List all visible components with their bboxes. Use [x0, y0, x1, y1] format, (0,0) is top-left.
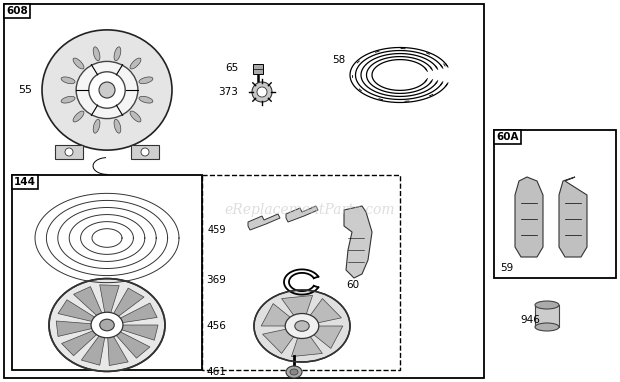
- Ellipse shape: [73, 111, 84, 122]
- Polygon shape: [291, 333, 322, 357]
- Ellipse shape: [93, 119, 100, 133]
- Circle shape: [65, 148, 73, 156]
- Polygon shape: [248, 214, 280, 230]
- Circle shape: [252, 82, 272, 102]
- Polygon shape: [281, 295, 312, 319]
- Polygon shape: [119, 303, 157, 323]
- Polygon shape: [559, 177, 587, 257]
- Text: 369: 369: [206, 275, 226, 285]
- Bar: [4, 4, 484, 378]
- Ellipse shape: [61, 96, 75, 103]
- Text: 608: 608: [6, 6, 28, 16]
- Ellipse shape: [294, 321, 309, 331]
- Ellipse shape: [114, 119, 121, 133]
- Ellipse shape: [61, 77, 75, 84]
- Ellipse shape: [76, 62, 138, 118]
- Polygon shape: [515, 177, 543, 257]
- Ellipse shape: [139, 77, 153, 84]
- Text: 60A: 60A: [496, 132, 518, 142]
- Text: 58: 58: [332, 55, 345, 65]
- Text: 373: 373: [218, 87, 238, 97]
- Circle shape: [99, 82, 115, 98]
- Polygon shape: [61, 330, 97, 356]
- Ellipse shape: [49, 278, 165, 371]
- Text: 461: 461: [206, 367, 226, 377]
- Circle shape: [141, 148, 149, 156]
- Ellipse shape: [91, 312, 123, 338]
- Bar: [494, 130, 616, 278]
- Polygon shape: [311, 326, 343, 348]
- Ellipse shape: [285, 314, 319, 338]
- Text: 60: 60: [346, 280, 359, 290]
- Polygon shape: [100, 285, 119, 314]
- Ellipse shape: [139, 96, 153, 103]
- Ellipse shape: [114, 47, 121, 61]
- Text: 65: 65: [224, 63, 238, 73]
- Ellipse shape: [290, 369, 298, 375]
- Circle shape: [257, 87, 267, 97]
- Ellipse shape: [100, 319, 114, 331]
- Text: 456: 456: [206, 321, 226, 331]
- Polygon shape: [261, 304, 293, 326]
- Text: 459: 459: [208, 225, 226, 235]
- Bar: [12, 175, 202, 370]
- Bar: [55, 145, 83, 159]
- Ellipse shape: [42, 30, 172, 150]
- Text: 55: 55: [18, 85, 32, 95]
- Polygon shape: [108, 335, 128, 366]
- Ellipse shape: [286, 366, 302, 378]
- Ellipse shape: [130, 58, 141, 69]
- Bar: [535, 305, 559, 327]
- Text: 59: 59: [500, 263, 513, 273]
- Bar: [202, 175, 400, 370]
- Polygon shape: [286, 206, 318, 222]
- Ellipse shape: [535, 301, 559, 309]
- Polygon shape: [113, 288, 144, 317]
- Bar: [253, 64, 263, 74]
- Text: 946: 946: [520, 315, 540, 325]
- Circle shape: [89, 72, 125, 108]
- Ellipse shape: [93, 47, 100, 61]
- Polygon shape: [81, 335, 105, 365]
- Polygon shape: [120, 325, 158, 340]
- Ellipse shape: [130, 111, 141, 122]
- Polygon shape: [344, 206, 372, 278]
- Ellipse shape: [254, 290, 350, 362]
- Polygon shape: [56, 321, 93, 337]
- Text: 144: 144: [14, 177, 36, 187]
- Ellipse shape: [73, 58, 84, 69]
- Polygon shape: [58, 300, 95, 322]
- Polygon shape: [308, 299, 342, 324]
- Polygon shape: [263, 328, 296, 353]
- Polygon shape: [74, 286, 102, 316]
- Ellipse shape: [535, 323, 559, 331]
- Polygon shape: [115, 331, 150, 358]
- Bar: [131, 145, 159, 159]
- Text: eReplacementParts.com: eReplacementParts.com: [224, 203, 396, 217]
